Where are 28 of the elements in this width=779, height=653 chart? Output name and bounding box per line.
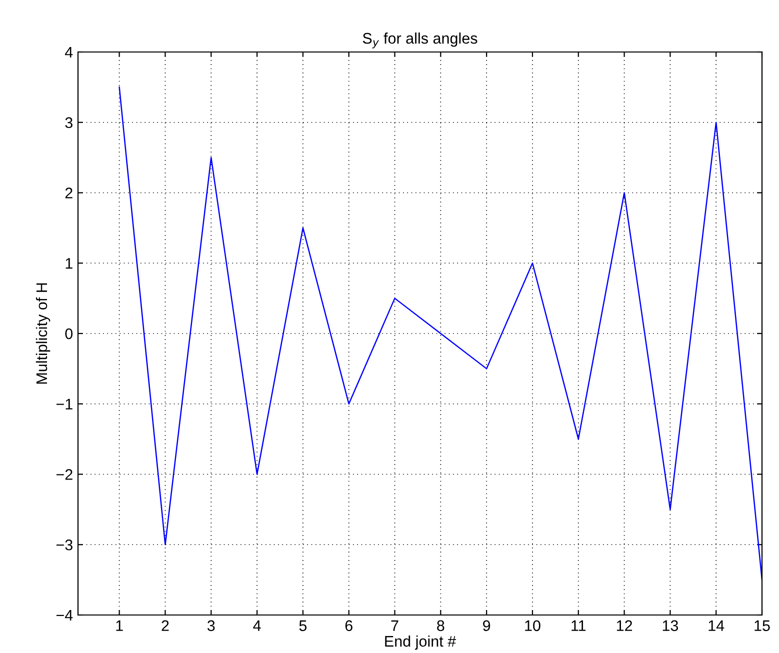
y-tick-label: 1 [66, 258, 72, 269]
x-tick-label: 9 [483, 620, 490, 632]
x-tick-label: 11 [572, 620, 586, 631]
line-series [118, 86, 762, 580]
x-tick-label: 4 [253, 620, 261, 631]
y-tick-label: 0 [65, 328, 73, 340]
x-tick-label: 6 [345, 620, 352, 632]
y-axis-title: Multiplicity of H [36, 283, 50, 384]
chart-title: S$_{y}$ for alls angles [362, 32, 478, 48]
x-tick-label: 15 [754, 620, 770, 632]
x-tick-label: 10 [525, 620, 540, 632]
x-tick-label: 7 [391, 620, 398, 631]
x-tick-label: 2 [162, 620, 169, 631]
y-tick-label: 2 [65, 188, 72, 198]
x-tick-label: 13 [662, 620, 678, 632]
y-tick-label: 3 [65, 117, 72, 128]
x-tick-label: 14 [708, 620, 724, 631]
x-tick-label: 1 [116, 620, 123, 631]
y-tick-label: −2 [56, 469, 72, 480]
x-axis-title: End joint # [385, 635, 456, 650]
y-tick-label: 4 [64, 47, 73, 58]
x-tick-label: 12 [616, 620, 632, 631]
x-tick-label: 3 [207, 620, 215, 632]
y-tick-label: −4 [56, 610, 73, 621]
y-tick-label: −3 [56, 539, 72, 550]
y-tick-label: −1 [56, 398, 72, 410]
x-tick-label: 5 [299, 620, 307, 632]
x-tick-label: 8 [437, 620, 444, 632]
